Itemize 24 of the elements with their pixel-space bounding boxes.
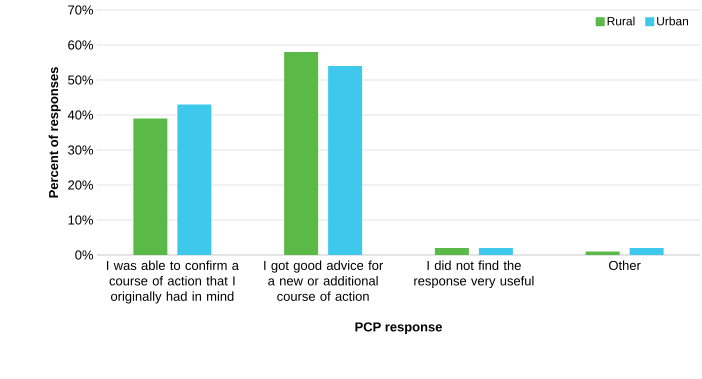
bar [284,52,318,255]
y-tick-label: 10% [68,215,94,225]
bar [328,66,362,255]
y-tick-label: 20% [68,180,94,190]
x-tick-label: Other [609,260,641,270]
y-tick-label: 0% [75,250,94,260]
y-axis-title: Percent of responses [48,67,61,198]
x-tick-label: I did not find the response very useful [414,260,534,288]
y-tick-label: 30% [68,145,94,155]
bar [133,118,168,255]
y-tick-label: 60% [68,40,94,50]
bar [478,248,513,255]
bar [586,252,620,255]
x-tick-label: I got good advice for a new or additional course of action [264,260,384,301]
y-tick-label: 50% [68,75,94,85]
x-axis-title: PCP response [355,322,442,334]
bar [434,248,469,255]
legend-label: Rural [608,16,634,26]
legend-label: Urban [657,16,688,26]
y-tick-label: 70% [68,5,94,15]
y-tick-label: 40% [68,110,94,120]
x-tick-label: I was able to confirm a course of action that I originally had in mind [106,260,239,304]
bar [630,248,664,255]
bar [177,104,212,255]
